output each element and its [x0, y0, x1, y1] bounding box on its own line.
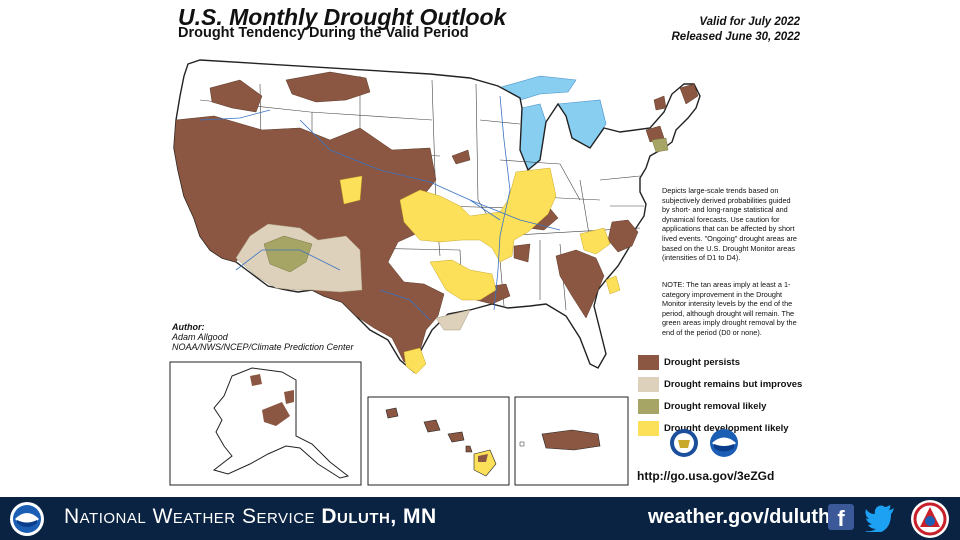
author-label: Author: [172, 322, 205, 332]
footer-office-name: National Weather Service Duluth, MN [64, 505, 437, 529]
description-text: Depicts large-scale trends based on subj… [662, 186, 797, 263]
legend: Drought persists Drought remains but imp… [638, 351, 808, 439]
facebook-icon[interactable]: f [828, 504, 854, 530]
legend-item: Drought persists [638, 351, 808, 373]
author-org: NOAA/NWS/NCEP/Climate Prediction Center [172, 342, 354, 352]
doc-seal-icon [670, 429, 698, 457]
valid-date: Valid for July 2022 [699, 16, 800, 28]
puerto-rico [541, 429, 601, 451]
agency-logos [670, 429, 738, 457]
alaska-outline [212, 367, 350, 479]
drought-outlook-map [169, 59, 701, 486]
author-block: Author: Adam Allgood NOAA/NWS/NCEP/Clima… [172, 322, 354, 352]
noaa-logo-icon [10, 502, 44, 536]
puerto-rico-inset [514, 396, 629, 486]
drought-removal-areas [263, 137, 669, 273]
legend-swatch-persists [638, 354, 659, 370]
footer-office: Duluth, MN [321, 505, 437, 528]
map-subtitle: Drought Tendency During the Valid Period [178, 25, 469, 41]
legend-label: Drought remains but improves [664, 378, 803, 390]
outlook-link[interactable]: http://go.usa.gov/3eZGd [637, 469, 775, 483]
legend-label: Drought persists [664, 356, 741, 368]
footer-website-link[interactable]: weather.gov/duluth [648, 506, 831, 528]
legend-swatch-removal [638, 398, 659, 414]
legend-swatch-development [638, 420, 659, 436]
legend-label: Drought removal likely [664, 400, 767, 412]
legend-item: Drought remains but improves [638, 373, 808, 395]
rivers [199, 95, 561, 321]
footer-bar: National Weather Service Duluth, MN weat… [0, 497, 960, 540]
valid-period: Valid for July 2022 Released June 30, 20… [672, 15, 801, 45]
twitter-icon[interactable] [864, 504, 896, 532]
release-date: Released June 30, 2022 [671, 31, 801, 43]
noaa-logo-icon [710, 429, 738, 457]
map-title: U.S. Monthly Drought Outlook [178, 4, 507, 30]
nws-logo-icon [911, 500, 949, 538]
footer-agency: National Weather Service [64, 505, 316, 528]
drought-development-areas [339, 167, 621, 375]
legend-swatch-improves [638, 376, 659, 392]
note-text: NOTE: The tan areas imply at least a 1-c… [662, 280, 797, 337]
legend-item: Drought development likely [638, 417, 808, 439]
legend-item: Drought removal likely [638, 395, 808, 417]
legend-label: Drought development likely [664, 422, 789, 434]
author-name: Adam Allgood [172, 332, 228, 342]
hawaii-islands [385, 407, 473, 453]
